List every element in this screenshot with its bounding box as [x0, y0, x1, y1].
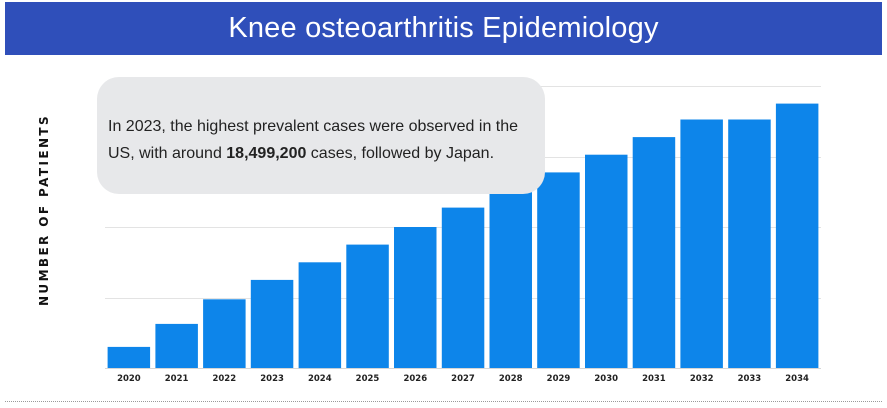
bar-2029 [537, 172, 580, 368]
callout-text-end: cases, followed by Japan. [306, 145, 495, 162]
bar-2030 [585, 154, 628, 368]
bar-2022 [203, 299, 246, 368]
x-tick-label-2027: 2027 [451, 374, 475, 384]
x-tick-label-2030: 2030 [594, 374, 618, 384]
bar-2026 [394, 227, 437, 368]
x-tick-label-2021: 2021 [165, 374, 189, 384]
bar-2023 [250, 279, 294, 368]
bar-2025 [346, 244, 389, 368]
x-tick-label-2033: 2033 [738, 374, 762, 384]
bar-2020 [107, 346, 151, 368]
x-tick-label-2029: 2029 [547, 374, 571, 384]
bar-2027 [441, 207, 485, 368]
bar-2024 [298, 262, 342, 369]
callout-text-start: In 2023, the highest prevalent cases wer… [108, 118, 519, 162]
title-banner: Knee osteoarthritis Epidemiology [5, 2, 882, 55]
page-title: Knee osteoarthritis Epidemiology [228, 12, 659, 44]
callout-highlight-value: 18,499,200 [226, 145, 307, 162]
x-tick-label-2032: 2032 [690, 374, 714, 384]
x-tick-label-2025: 2025 [356, 374, 380, 384]
bar-2034 [775, 103, 819, 368]
bar-2031 [632, 137, 676, 368]
x-tick-label-2022: 2022 [212, 374, 236, 384]
bar-2028 [489, 190, 532, 368]
bar-2032 [680, 119, 723, 368]
bar-2033 [728, 119, 771, 368]
x-tick-label-2031: 2031 [642, 374, 666, 384]
x-tick-label-2034: 2034 [785, 374, 809, 384]
bar-2021 [155, 323, 198, 368]
x-tick-label-2020: 2020 [117, 374, 141, 384]
x-tick-label-2028: 2028 [499, 374, 523, 384]
bottom-divider [5, 401, 882, 402]
x-tick-label-2023: 2023 [260, 374, 284, 384]
x-tick-label-2026: 2026 [403, 374, 427, 384]
insight-callout: In 2023, the highest prevalent cases wer… [97, 77, 545, 194]
x-tick-label-2024: 2024 [308, 374, 332, 384]
